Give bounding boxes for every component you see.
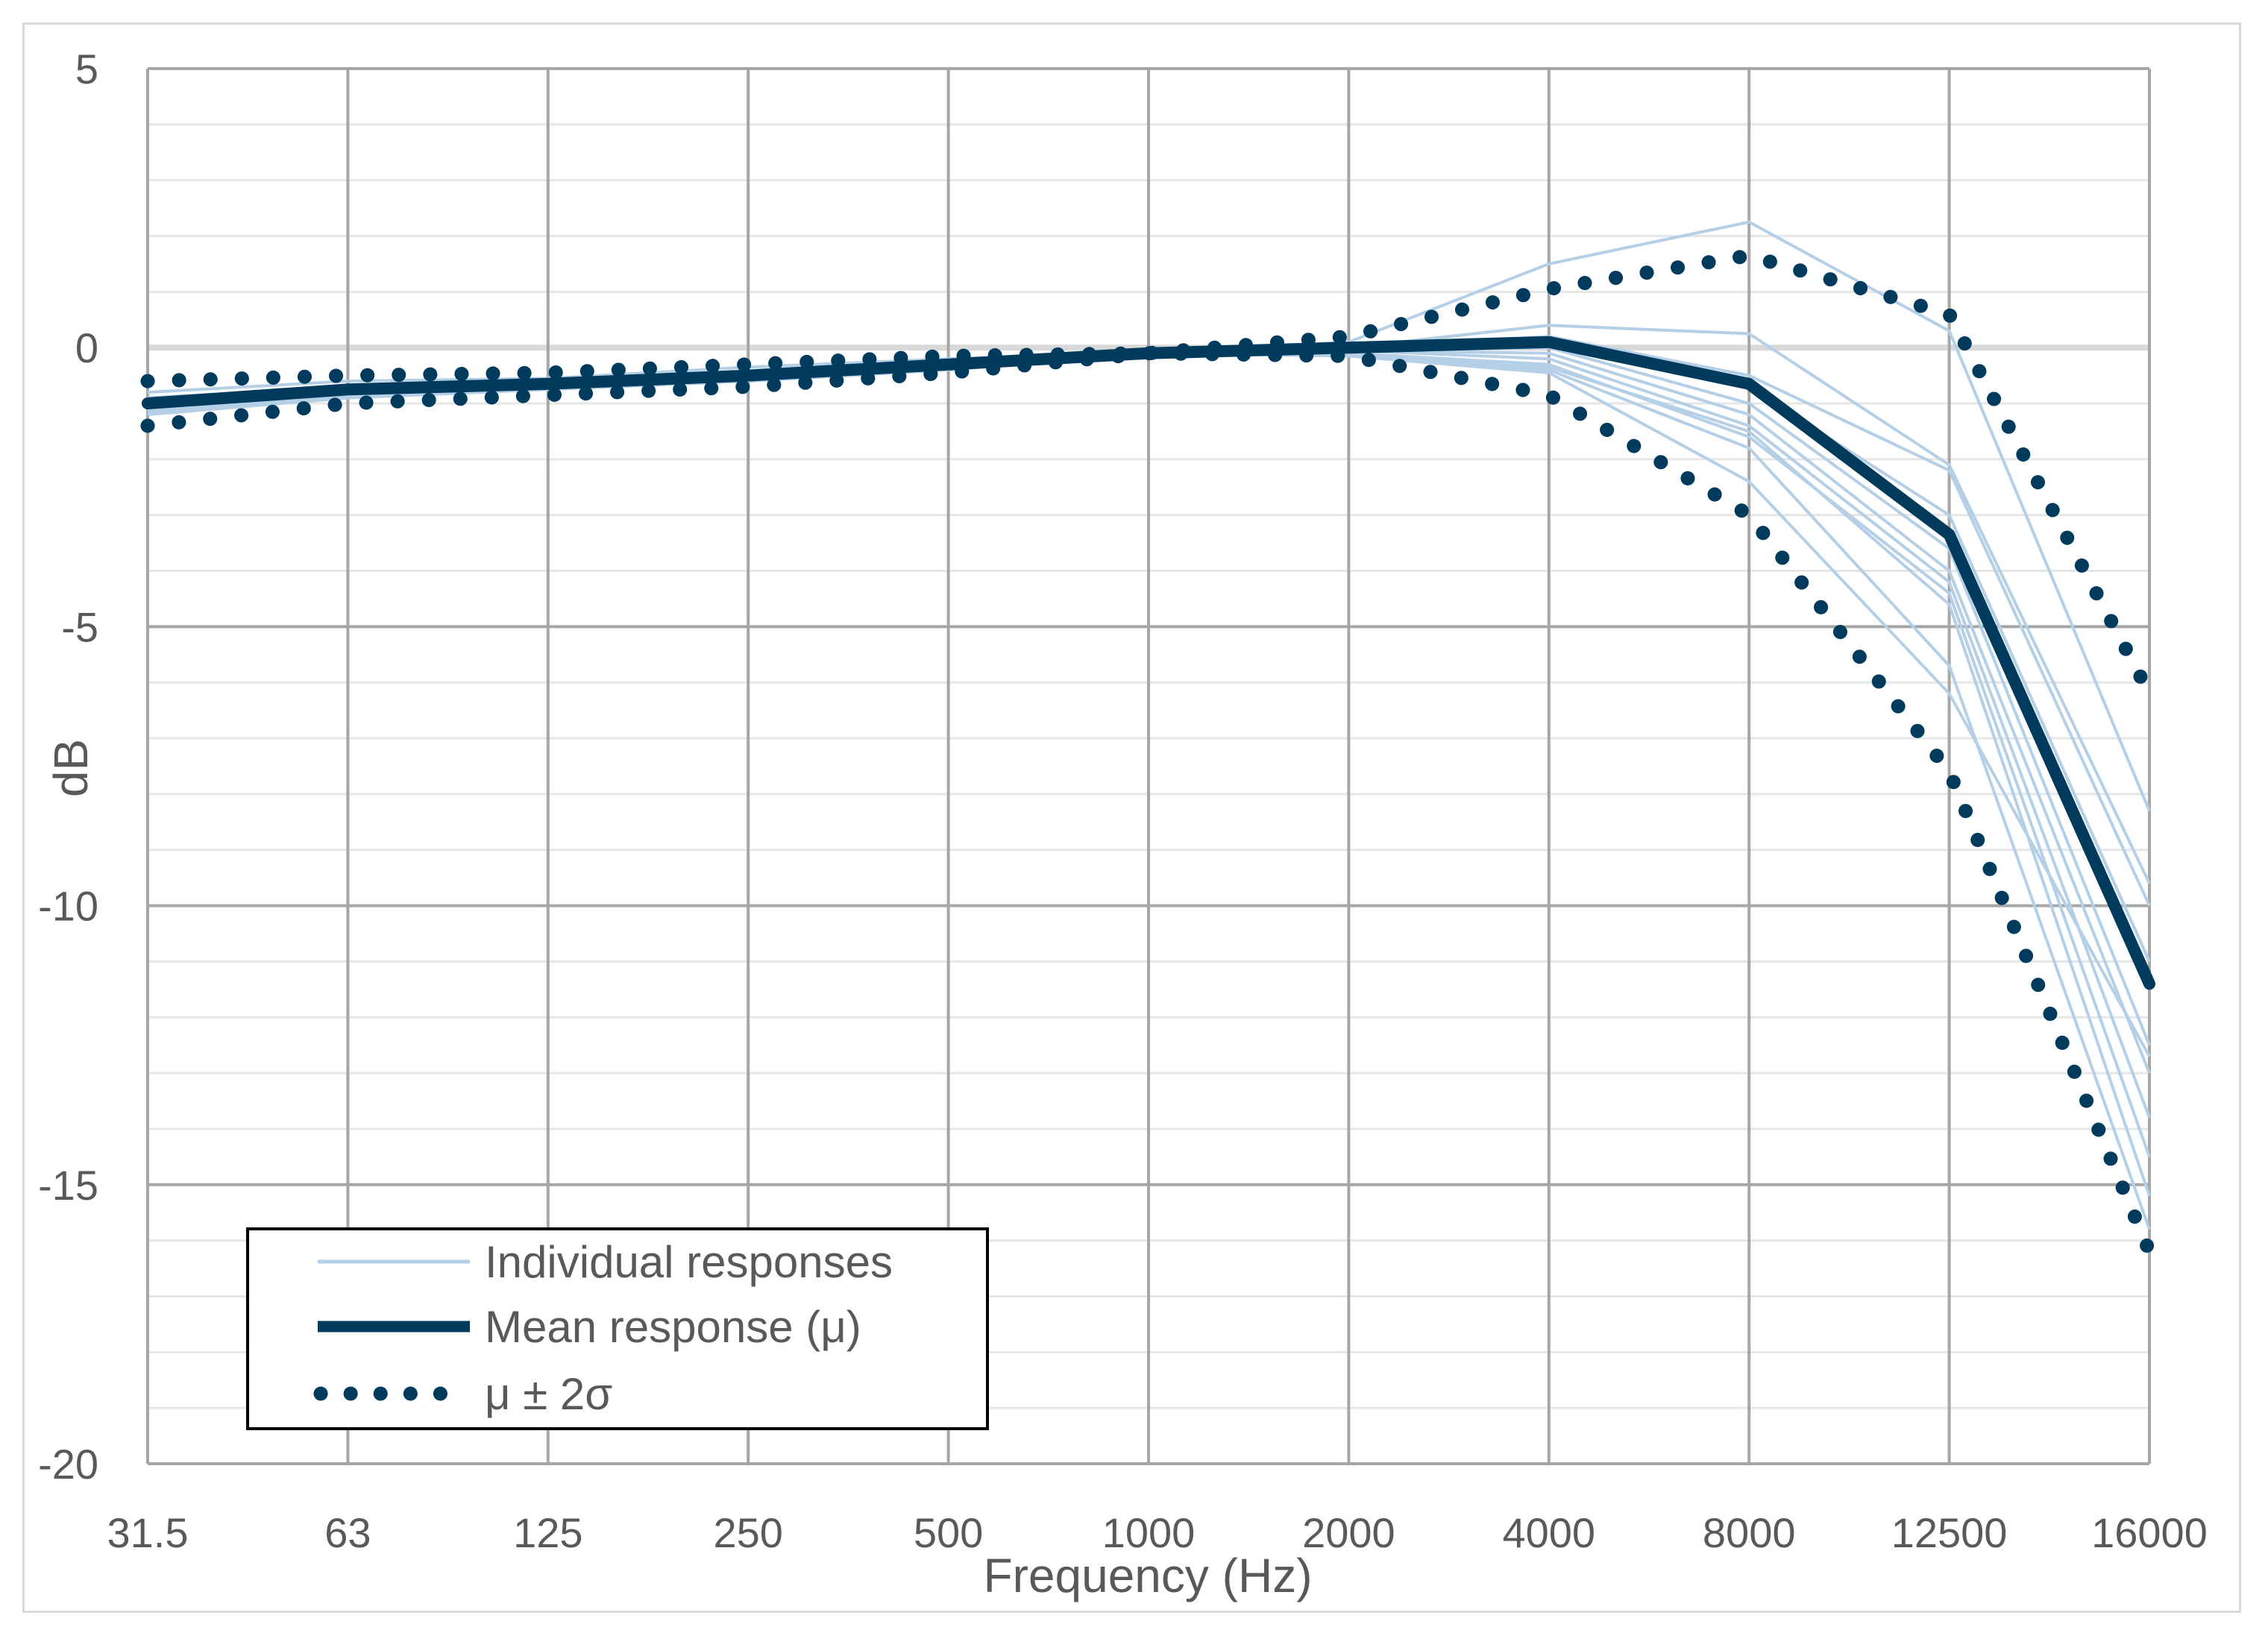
legend-label-mean: Mean response (μ)	[485, 1302, 861, 1352]
x-axis-title: Frequency (Hz)	[984, 1549, 1313, 1602]
x-tick-label: 31.5	[107, 1509, 189, 1556]
y-tick-label: -10	[38, 883, 98, 930]
legend: Individual responses Mean response (μ) μ…	[246, 1227, 989, 1430]
x-tick-label: 1000	[1102, 1509, 1196, 1556]
y-tick-label: -20	[38, 1441, 98, 1488]
x-tick-label: 125	[513, 1509, 582, 1556]
y-tick-label: 0	[75, 324, 98, 371]
mean-response	[142, 336, 2155, 990]
x-tick-label: 12500	[1891, 1509, 2008, 1556]
mean-response-line	[142, 336, 2155, 990]
x-tick-label: 4000	[1503, 1509, 1596, 1556]
y-axis-title: dB	[44, 739, 98, 797]
x-tick-label: 8000	[1703, 1509, 1796, 1556]
legend-label-individual: Individual responses	[485, 1237, 893, 1287]
x-tick-label: 2000	[1302, 1509, 1395, 1556]
grid	[146, 67, 2151, 1465]
x-tick-label: 63	[324, 1509, 371, 1556]
legend-label-bounds: μ ± 2σ	[485, 1369, 612, 1419]
y-tick-label: -5	[61, 603, 98, 650]
x-tick-label: 16000	[2091, 1509, 2208, 1556]
x-tick-label: 500	[914, 1509, 983, 1556]
y-tick-label: -15	[38, 1162, 98, 1209]
x-tick-label: 250	[713, 1509, 782, 1556]
y-tick-label: 5	[75, 45, 98, 92]
